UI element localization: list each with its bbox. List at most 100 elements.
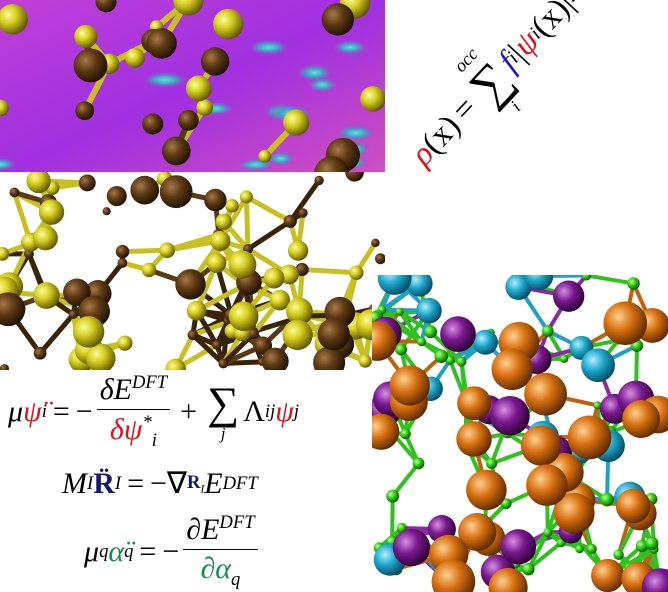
atom: [240, 190, 253, 203]
atom: [34, 347, 47, 360]
atom: [125, 48, 145, 68]
atom: [159, 242, 175, 258]
symbol: q: [99, 541, 108, 563]
atom: [553, 281, 584, 312]
atom: [526, 464, 568, 506]
atom: [360, 86, 385, 112]
symbol: DFT: [223, 473, 258, 495]
symbol: R: [187, 472, 200, 493]
atom: [395, 308, 403, 316]
atom: [457, 386, 491, 420]
atom: [440, 316, 476, 352]
density-spot: [248, 39, 290, 55]
atom: [613, 549, 624, 560]
atom: [263, 268, 284, 289]
atom: [473, 330, 498, 355]
surface-render: [0, 0, 385, 175]
atom: [188, 330, 199, 341]
atom: [178, 110, 199, 131]
atom: [568, 415, 612, 459]
atom: [175, 269, 205, 299]
atom: [560, 354, 569, 363]
symbol: α̈: [108, 535, 124, 569]
atom: [521, 425, 561, 465]
atom: [107, 186, 127, 206]
atom: [116, 245, 129, 258]
atom: [79, 174, 96, 191]
atom: [258, 150, 271, 163]
atom: [434, 349, 448, 363]
atom: [490, 396, 530, 436]
atom: [162, 137, 191, 166]
atom: [225, 199, 239, 213]
atom: [491, 349, 533, 391]
symbol: Λ: [243, 395, 265, 429]
bond: [246, 197, 248, 249]
atom: [298, 208, 307, 217]
atom: [118, 258, 128, 268]
atom: [186, 75, 212, 101]
atom: [622, 400, 660, 438]
atom: [74, 25, 97, 48]
atom: [390, 365, 430, 405]
page: {"density_equation": {"rho": "ρ", "arg":…: [0, 0, 668, 592]
symbol: i: [42, 401, 47, 423]
atom: [282, 320, 312, 350]
atom: [33, 282, 60, 309]
symbol: ∂E: [186, 513, 219, 546]
atom: [216, 213, 232, 229]
density-equation: ρ (x) = occ ∑ i fi | ψi (x) |2: [387, 0, 607, 190]
density-spot: [332, 40, 367, 55]
atom: [201, 47, 229, 75]
atom: [228, 251, 256, 279]
atom: [581, 348, 615, 382]
atom: [395, 344, 407, 356]
atom: [486, 458, 497, 469]
symbol: ψ: [275, 395, 294, 429]
symbol: μ: [84, 535, 99, 569]
atom: [501, 529, 536, 564]
atom: [359, 354, 372, 367]
atom: [575, 545, 584, 554]
symbol: μ: [8, 395, 23, 429]
atom: [74, 48, 108, 82]
atom: [283, 109, 309, 135]
atom: [288, 240, 308, 260]
atom: [314, 176, 323, 185]
atom: [103, 207, 111, 215]
atom: [600, 493, 614, 507]
atom: [456, 357, 466, 367]
symbol: q: [124, 541, 133, 563]
atom: [393, 529, 430, 566]
fraction: δEDFT δψ*i: [97, 372, 170, 452]
symbol: DFT: [132, 372, 167, 393]
density-spot: [307, 78, 338, 92]
symbol: −: [162, 535, 179, 569]
atom: [9, 188, 19, 198]
atom: [543, 528, 552, 537]
atom: [204, 189, 226, 211]
atom: [210, 231, 230, 251]
atom: [284, 215, 297, 228]
atom: [229, 301, 259, 331]
atom: [645, 537, 658, 550]
atom: [75, 101, 94, 120]
atom: [591, 559, 624, 592]
symbol: E: [204, 467, 222, 501]
atom: [603, 301, 647, 345]
atom: [213, 9, 243, 39]
symbol: *: [142, 412, 151, 433]
atom: [542, 325, 554, 337]
symbol: =: [139, 535, 156, 569]
atom: [413, 458, 425, 470]
symbol: +: [180, 395, 197, 429]
atom: [349, 266, 363, 280]
bond: [302, 269, 356, 272]
symbol: ∑: [207, 381, 239, 426]
molecule-render: [372, 275, 668, 592]
atom: [146, 28, 177, 59]
atom: [196, 99, 213, 116]
atom: [627, 277, 639, 289]
